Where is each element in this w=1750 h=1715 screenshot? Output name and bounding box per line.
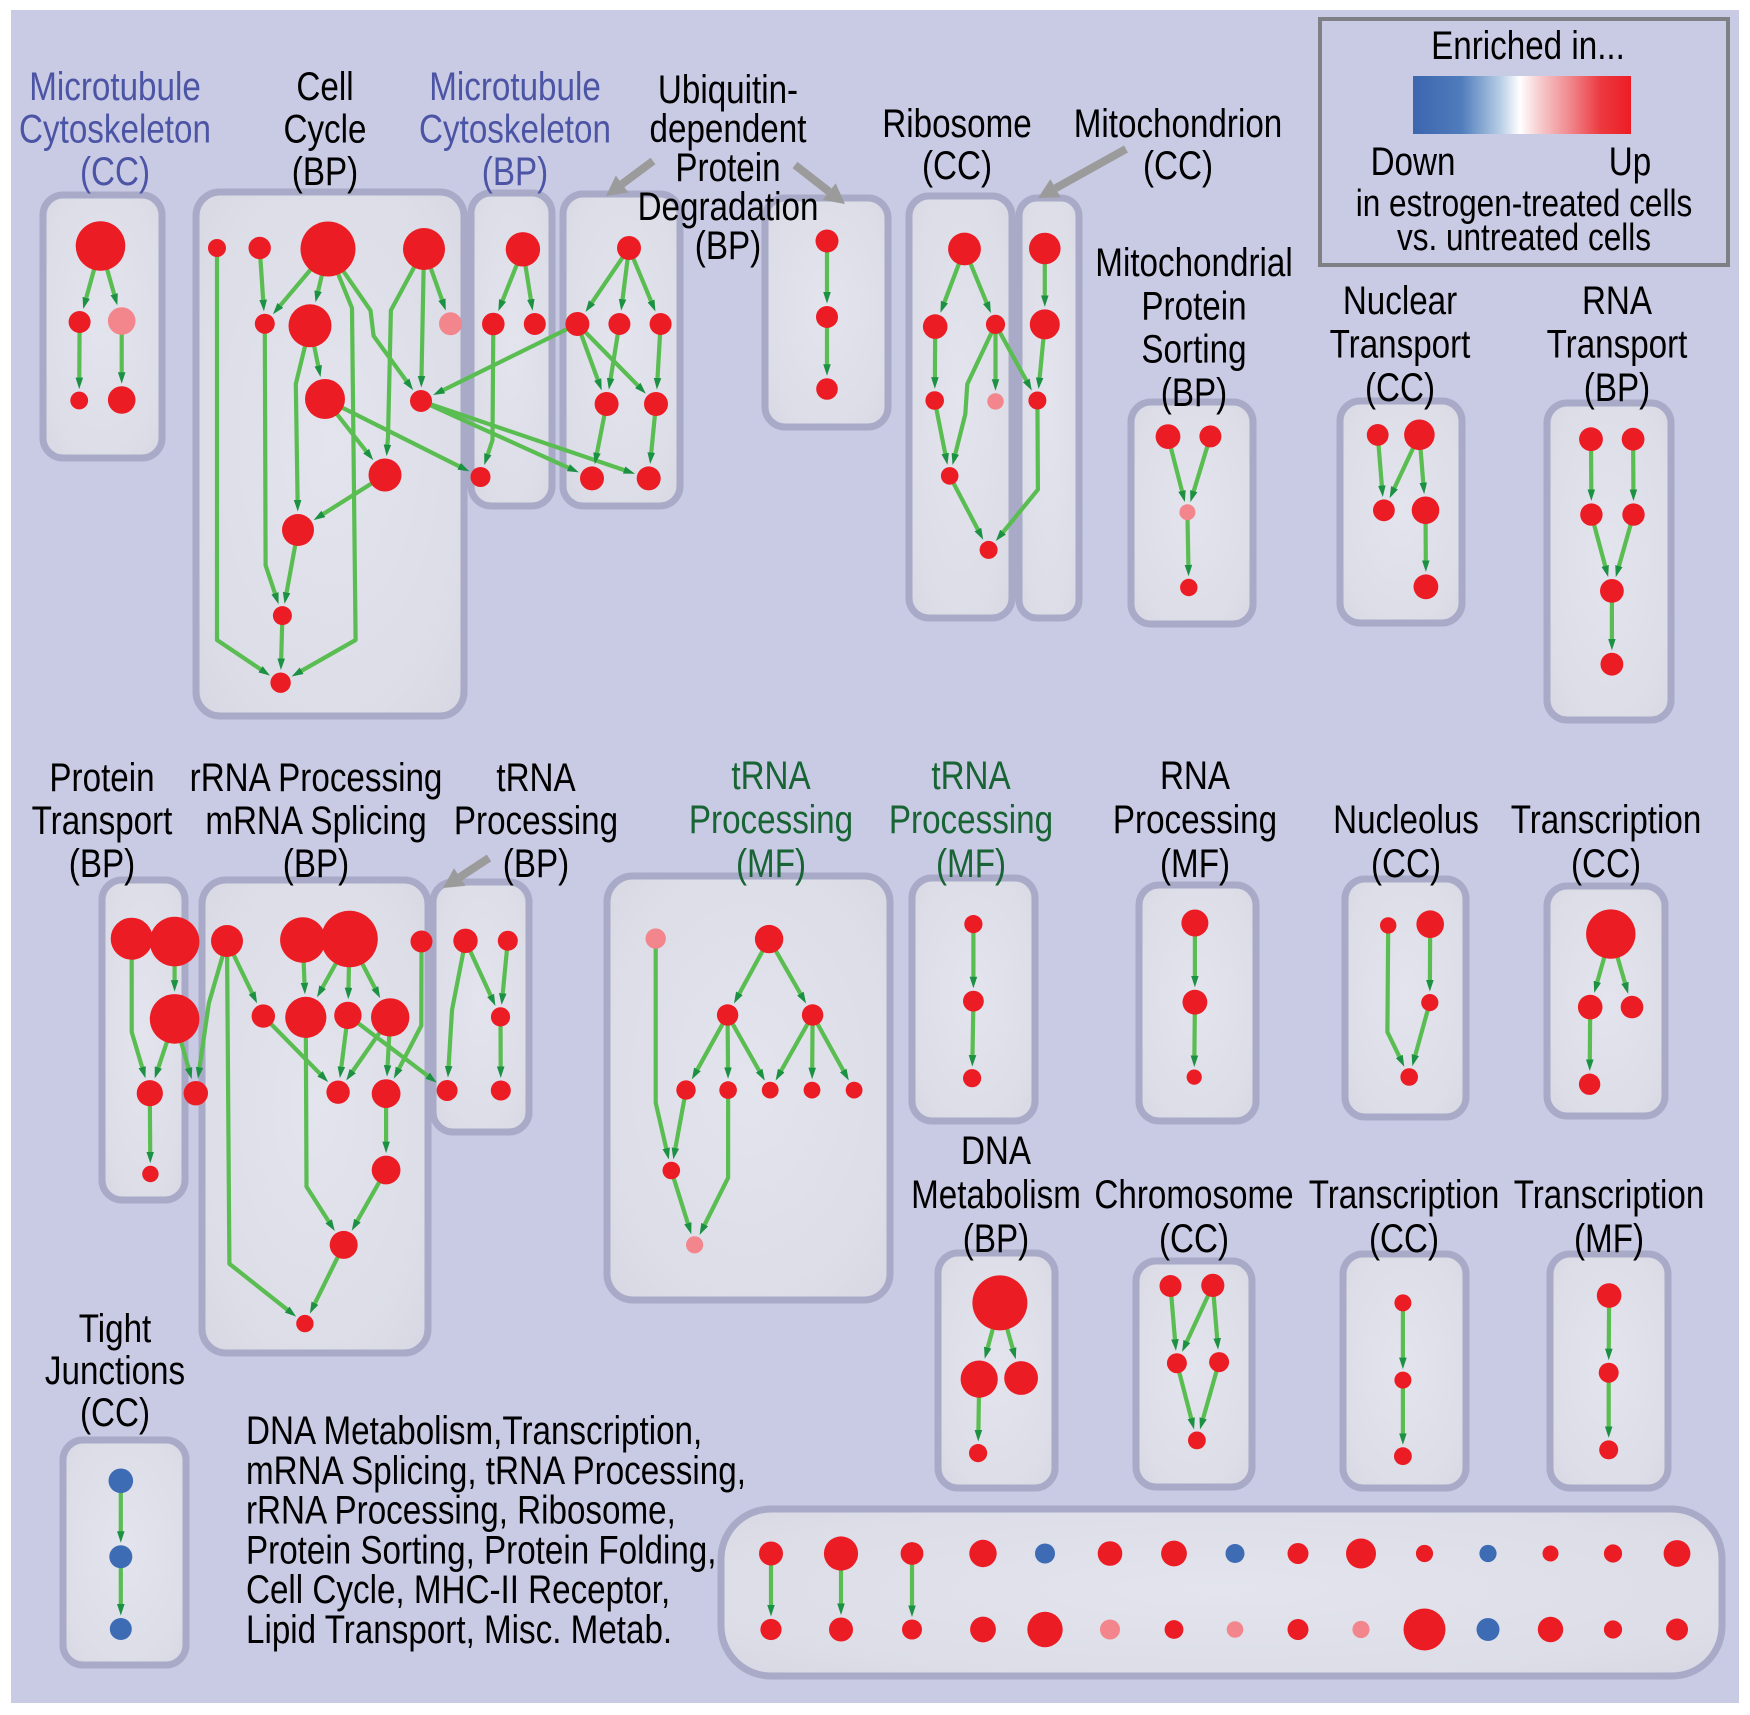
svg-text:(CC): (CC) (1369, 1216, 1439, 1261)
svg-text:(BP): (BP) (1161, 370, 1227, 415)
svg-text:Transcription: Transcription (1511, 797, 1702, 842)
svg-text:mRNA Splicing: mRNA Splicing (205, 798, 426, 843)
svg-text:Nuclear: Nuclear (1343, 278, 1457, 323)
svg-text:(CC): (CC) (1143, 143, 1213, 188)
svg-text:RNA: RNA (1160, 753, 1231, 798)
svg-text:mRNA Splicing, tRNA Processing: mRNA Splicing, tRNA Processing, (246, 1448, 746, 1493)
svg-text:(BP): (BP) (283, 841, 349, 886)
svg-text:Up: Up (1609, 139, 1651, 184)
svg-text:(MF): (MF) (936, 841, 1006, 886)
svg-text:(CC): (CC) (1371, 841, 1441, 886)
svg-text:rRNA Processing: rRNA Processing (190, 755, 443, 800)
svg-text:Sorting: Sorting (1141, 327, 1246, 372)
svg-text:Processing: Processing (1113, 797, 1277, 842)
svg-text:(BP): (BP) (695, 223, 761, 268)
svg-text:Processing: Processing (889, 797, 1053, 842)
svg-text:Processing: Processing (454, 798, 618, 843)
svg-text:(MF): (MF) (736, 841, 806, 886)
svg-text:tRNA: tRNA (731, 753, 811, 798)
svg-text:Cell Cycle, MHC-II Receptor,: Cell Cycle, MHC-II Receptor, (246, 1567, 670, 1612)
svg-text:Chromosome: Chromosome (1094, 1172, 1293, 1217)
svg-text:(BP): (BP) (482, 149, 548, 194)
svg-text:(BP): (BP) (963, 1216, 1029, 1261)
svg-text:(BP): (BP) (69, 841, 135, 886)
svg-text:Protein: Protein (675, 145, 780, 190)
svg-text:Mitochondrial: Mitochondrial (1095, 240, 1292, 285)
svg-text:Transcription: Transcription (1514, 1172, 1705, 1217)
svg-text:(MF): (MF) (1574, 1216, 1644, 1261)
svg-text:(BP): (BP) (503, 841, 569, 886)
svg-text:(CC): (CC) (922, 143, 992, 188)
svg-text:(CC): (CC) (1365, 365, 1435, 410)
svg-text:Ubiquitin-: Ubiquitin- (658, 67, 798, 112)
svg-text:Nucleolus: Nucleolus (1333, 797, 1479, 842)
svg-text:Protein: Protein (49, 755, 154, 800)
svg-text:RNA: RNA (1582, 278, 1653, 323)
svg-text:(MF): (MF) (1160, 841, 1230, 886)
svg-text:Protein Sorting, Protein Foldi: Protein Sorting, Protein Folding, (246, 1527, 716, 1572)
svg-text:Transport: Transport (1330, 322, 1471, 367)
svg-text:Transcription: Transcription (1309, 1172, 1500, 1217)
svg-text:(CC): (CC) (1159, 1216, 1229, 1261)
svg-text:rRNA Processing, Ribosome,: rRNA Processing, Ribosome, (246, 1488, 676, 1533)
svg-text:Cytoskeleton: Cytoskeleton (19, 107, 211, 152)
svg-text:Metabolism: Metabolism (911, 1172, 1081, 1217)
svg-text:Transport: Transport (32, 798, 173, 843)
svg-text:Enriched in...: Enriched in... (1431, 23, 1625, 68)
svg-text:Ribosome: Ribosome (882, 101, 1031, 146)
svg-text:(CC): (CC) (1571, 841, 1641, 886)
svg-text:DNA: DNA (961, 1128, 1032, 1173)
svg-text:tRNA: tRNA (496, 755, 576, 800)
svg-text:Degradation: Degradation (638, 184, 819, 229)
svg-text:Transport: Transport (1547, 322, 1688, 367)
svg-text:Protein: Protein (1141, 283, 1246, 328)
svg-text:Cell: Cell (296, 64, 353, 109)
svg-text:vs. untreated cells: vs. untreated cells (1397, 216, 1651, 258)
svg-text:DNA Metabolism,Transcription,: DNA Metabolism,Transcription, (246, 1408, 702, 1453)
svg-text:(CC): (CC) (80, 1390, 150, 1435)
svg-text:Processing: Processing (689, 797, 853, 842)
svg-text:(CC): (CC) (80, 149, 150, 194)
svg-text:Cycle: Cycle (283, 107, 366, 152)
svg-text:Mitochondrion: Mitochondrion (1074, 101, 1283, 146)
svg-text:in estrogen-treated cells: in estrogen-treated cells (1356, 182, 1692, 224)
svg-text:(BP): (BP) (292, 149, 358, 194)
svg-text:Lipid Transport, Misc. Metab.: Lipid Transport, Misc. Metab. (246, 1607, 672, 1652)
svg-text:Down: Down (1371, 139, 1456, 184)
svg-text:Microtubule: Microtubule (429, 64, 601, 109)
svg-text:Cytoskeleton: Cytoskeleton (419, 107, 611, 152)
svg-text:Microtubule: Microtubule (29, 64, 201, 109)
svg-text:Tight: Tight (79, 1306, 152, 1351)
svg-text:tRNA: tRNA (931, 753, 1011, 798)
svg-text:dependent: dependent (650, 106, 807, 151)
svg-text:Junctions: Junctions (45, 1348, 185, 1393)
svg-text:(BP): (BP) (1584, 365, 1650, 410)
